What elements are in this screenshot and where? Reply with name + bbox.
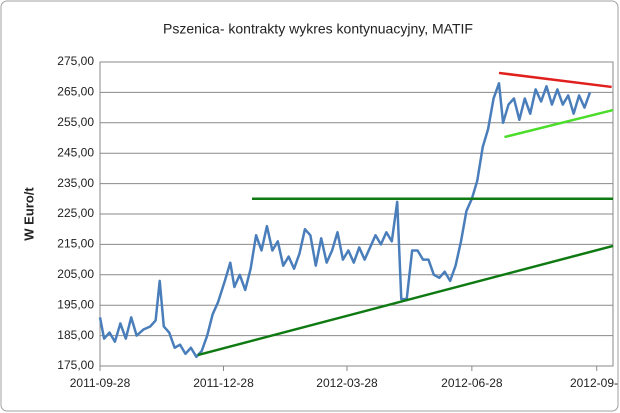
y-tick-label: 175,00 [57,358,94,372]
trend-line [504,108,614,139]
x-tick-label: 2011-12-28 [193,376,254,390]
x-tick-label: 2012-03-28 [316,376,378,390]
y-tick-label: 215,00 [57,237,94,251]
x-tick-label: 2012-09- [570,376,618,390]
y-tick-label: 255,00 [57,115,94,129]
y-tick-label: 245,00 [57,145,94,159]
y-tick-label: 265,00 [57,85,94,99]
y-axis-title: W Euro/t [21,187,36,241]
y-tick-label: 225,00 [57,206,94,220]
x-tick-label: 2012-06-28 [441,376,503,390]
chart-title: Pszenica- kontrakty wykres kontynuacyjny… [163,21,473,37]
y-tick-label: 185,00 [57,328,94,342]
y-tick-label: 275,00 [57,54,94,68]
series-line [98,82,592,359]
y-tick-label: 195,00 [57,297,94,311]
trend-line [197,244,614,357]
y-tick-label: 235,00 [57,176,94,190]
y-tick-label: 205,00 [57,267,94,281]
x-tick-label: 2011-09-28 [70,376,131,390]
plot-area [99,61,614,367]
trend-line [498,71,612,89]
